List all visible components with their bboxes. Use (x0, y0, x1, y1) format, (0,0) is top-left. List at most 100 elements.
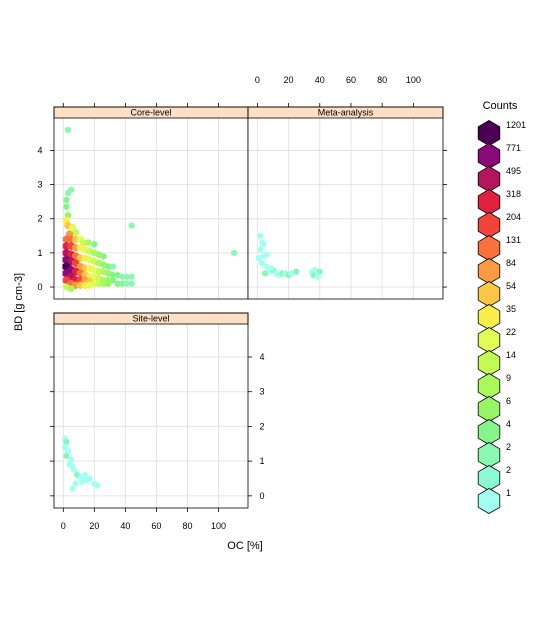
legend-label: 1 (506, 488, 511, 498)
y-tick-label-right: 3 (259, 387, 264, 397)
legend-swatch (477, 350, 501, 376)
panel-core-level: Core-level (53, 106, 249, 300)
hexbin-cell (68, 456, 74, 463)
legend-swatch (477, 442, 501, 468)
hexbin-cell (105, 269, 112, 277)
hexbin-cell (259, 259, 265, 267)
legend-swatch (477, 143, 501, 169)
panel-strip-label: Core-level (130, 108, 171, 118)
y-tick-label: 0 (37, 282, 42, 292)
hexbin-cell (94, 482, 101, 489)
panel-frame (247, 106, 444, 300)
hexbin-cell (105, 263, 112, 271)
hexbin-cell (110, 263, 116, 270)
hexbin-cell (72, 480, 79, 487)
legend-label: 54 (506, 281, 516, 291)
x-tick-label-bottom: 100 (211, 521, 226, 531)
legend-label: 131 (506, 235, 521, 245)
hexbin-cell (105, 280, 112, 288)
hexbin-cell (63, 438, 70, 446)
hexbin-cell (65, 126, 71, 134)
x-tick-label-top: 80 (377, 75, 387, 85)
hexbin-cell (288, 270, 295, 277)
panel-site-level: Site-level (53, 312, 249, 509)
hexbin-cell (72, 228, 79, 237)
legend-swatch (477, 235, 501, 261)
legend-label: 1201 (506, 120, 526, 130)
legend-label: 204 (506, 212, 521, 222)
hexbin-cell (91, 240, 98, 248)
y-tick-label-right: 4 (259, 352, 264, 362)
hexbin-cell (231, 249, 237, 257)
legend-label: 495 (506, 166, 521, 176)
y-tick-label-right: 2 (259, 421, 264, 431)
hexbin-cell (79, 478, 85, 486)
hexbin-cell (310, 271, 317, 279)
x-tick-label-top: 0 (255, 75, 260, 85)
y-tick-label-right: 1 (259, 456, 264, 466)
hexbin-cell (109, 276, 116, 284)
hexbin-cell (257, 232, 264, 240)
legend-swatch (477, 396, 501, 422)
x-tick-label-top: 60 (346, 75, 356, 85)
hexbin-cell (262, 270, 269, 277)
hexbin-cell (263, 251, 270, 258)
panel-meta-analysis: Meta-analysis (247, 106, 444, 300)
legend-swatch (477, 327, 501, 353)
hexbin-cell (268, 264, 275, 272)
panel-background (248, 107, 443, 299)
panel-strip-label: Site-level (132, 314, 169, 324)
legend-swatch (477, 258, 501, 284)
y-tick-label: 3 (37, 180, 42, 190)
legend-label: 35 (506, 304, 516, 314)
legend-label: 4 (506, 419, 511, 429)
x-tick-label-top: 40 (315, 75, 325, 85)
x-axis-title: OC [%] (227, 540, 262, 552)
legend-label: 771 (506, 143, 521, 153)
hexbin-cell (82, 471, 88, 479)
hexbin-cell (128, 222, 135, 229)
x-tick-label-bottom: 60 (151, 521, 161, 531)
legend-swatch (477, 120, 501, 146)
hexbin-cell (114, 280, 121, 288)
x-tick-label-bottom: 0 (61, 521, 66, 531)
legend-label: 84 (506, 258, 516, 268)
legend-swatch (477, 189, 501, 215)
hexbin-cell (257, 246, 264, 253)
hexbin-cell (260, 241, 267, 248)
hexbin-cell (124, 280, 130, 287)
legend-title: Counts (483, 100, 518, 112)
hexbin-cell (63, 452, 70, 460)
hexbin-cell (263, 263, 270, 270)
hexbin-cell (124, 273, 130, 281)
legend-swatch (477, 419, 501, 445)
hexbin-cell (256, 254, 262, 262)
hexbin-cell (316, 268, 323, 276)
y-tick-label: 1 (37, 248, 42, 258)
hexbin-cell (114, 271, 121, 279)
hexbin-cell (65, 189, 71, 197)
legend-swatch (477, 166, 501, 192)
hexbin-cell (67, 285, 75, 293)
hexbin-cell (119, 273, 126, 281)
hexbin-cell (69, 485, 76, 493)
hexbin-cell (63, 203, 70, 211)
hexbin-cell (63, 196, 70, 204)
legend-swatch (477, 304, 501, 330)
y-tick-label: 4 (37, 145, 42, 155)
legend-label: 14 (506, 350, 516, 360)
legend-label: 22 (506, 327, 516, 337)
legend-swatch (477, 281, 501, 307)
hexbin-cell (119, 280, 126, 288)
x-tick-label-bottom: 20 (89, 521, 99, 531)
hexbin-cell (71, 466, 78, 474)
hexbin-cell (95, 251, 103, 259)
hexbin-cell (86, 475, 93, 482)
hexbin-cell (312, 266, 318, 274)
hexbin-cell (65, 447, 71, 455)
hexbin-cell (69, 223, 76, 232)
panels-layer: Core-level Meta-analysis Site-level (53, 106, 444, 509)
hexbin-cell (128, 280, 135, 287)
y-tick-label: 2 (37, 214, 42, 224)
